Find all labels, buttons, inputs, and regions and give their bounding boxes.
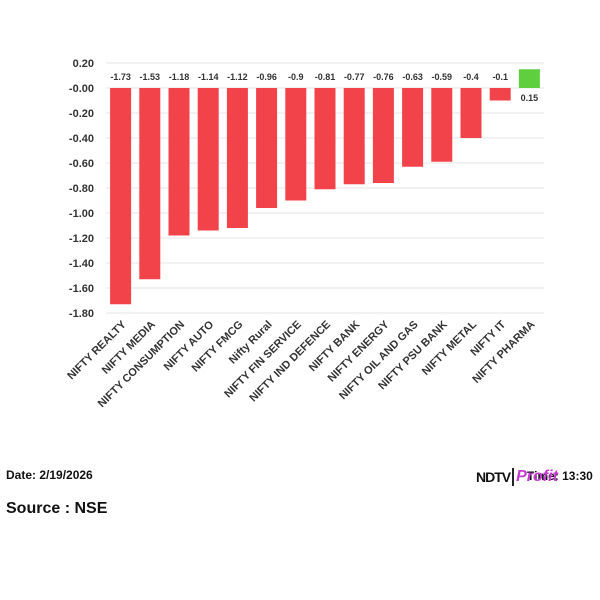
data-label: -1.12: [227, 72, 248, 82]
ndtv-profit-logo: NDTV Profit: [476, 468, 558, 486]
y-tick-label: -1.60: [69, 283, 94, 295]
y-tick-label: -1.80: [69, 308, 94, 320]
bar: [431, 88, 453, 162]
logo-divider: [512, 468, 515, 486]
data-label: -1.18: [169, 72, 190, 82]
y-tick-label: -1.40: [69, 258, 94, 270]
bar: [314, 88, 336, 190]
data-label: -1.14: [198, 72, 219, 82]
time-label: Time: 13:30: [527, 469, 593, 483]
bar: [489, 88, 511, 101]
data-label: -0.76: [373, 72, 394, 82]
date-label: Date: 2/19/2026: [6, 468, 93, 482]
bar: [139, 88, 161, 280]
data-label: -0.77: [344, 72, 365, 82]
y-tick-label: -0.40: [69, 133, 94, 145]
bar: [256, 88, 278, 208]
data-label: -0.1: [492, 72, 508, 82]
data-label: -0.96: [256, 72, 277, 82]
y-tick-label: -0.60: [69, 158, 94, 170]
y-tick-label: -1.20: [69, 233, 94, 245]
bar: [197, 88, 219, 231]
bar-chart: 0.20 -0.00 -0.20 -0.40 -0.60 -0.80 -1.00 -1.20 -…: [65, 58, 544, 410]
data-labels: -1.73 -1.53 -1.18 -1.14 -1.12 -0.96 -0.9 -0.81-…: [110, 72, 538, 103]
y-axis-ticks: 0.20 -0.00 -0.20 -0.40 -0.60 -0.80 -1.00 -1.20 -…: [69, 58, 94, 320]
bar: [285, 88, 307, 201]
logo-profit-text: Profit: [516, 468, 558, 485]
bar: [110, 88, 132, 305]
y-tick-label: -1.00: [69, 208, 94, 220]
data-label: -1.53: [140, 72, 161, 82]
bar: [460, 88, 482, 138]
data-label: -0.59: [432, 72, 453, 82]
y-tick-label: 0.20: [73, 58, 94, 70]
logo-ndtv-text: NDTV: [476, 469, 511, 485]
y-tick-label: -0.80: [69, 183, 94, 195]
data-label: -0.81: [315, 72, 336, 82]
data-label: -0.4: [463, 72, 479, 82]
y-tick-label: -0.00: [69, 83, 94, 95]
bar: [168, 88, 190, 236]
source-label: Source : NSE: [6, 500, 108, 517]
bars: [110, 69, 540, 305]
bar: [402, 88, 424, 167]
y-tick-label: -0.20: [69, 108, 94, 120]
data-label: -1.73: [110, 72, 131, 82]
bar: [343, 88, 365, 185]
data-label: -0.63: [402, 72, 423, 82]
data-label: 0.15: [521, 93, 539, 103]
bar: [372, 88, 394, 183]
bar: [226, 88, 248, 228]
data-label: -0.9: [288, 72, 304, 82]
bar: [518, 69, 540, 88]
